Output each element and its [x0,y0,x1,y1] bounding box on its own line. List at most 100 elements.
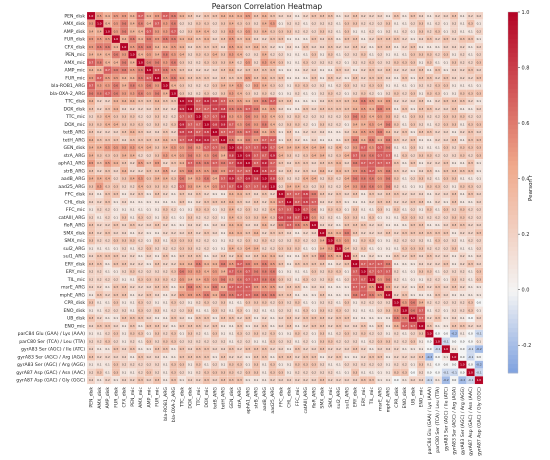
cell-annotation: 0.3 [378,208,383,212]
cell-annotation: 0.3 [427,37,432,41]
cell-annotation: 0.2 [130,254,135,258]
cell-annotation: 0.1 [204,363,209,367]
cell-annotation: 0.3 [427,208,432,212]
cell-annotation: 0.5 [353,146,358,150]
cell-annotation: 0.1 [427,99,432,103]
cell-annotation: 0.2 [188,223,193,227]
cell-annotation: 0.3 [312,262,317,266]
cell-annotation: 0.2 [444,293,449,297]
cell-annotation: 0.2 [295,22,300,26]
cell-annotation: 0.1 [435,223,440,227]
cell-annotation: 0.2 [345,14,350,18]
cell-annotation: 0.6 [254,270,259,274]
cell-annotation: 0.1 [105,363,110,367]
cell-annotation: 0.3 [122,293,127,297]
cell-annotation: 0.3 [262,192,267,196]
cell-annotation: 0.3 [246,22,251,26]
cell-annotation: 0.3 [452,99,457,103]
cell-annotation: 0.3 [122,161,127,165]
cell-annotation: 0.3 [320,332,325,336]
cell-annotation: 0.3 [287,99,292,103]
cell-annotation: 0.3 [155,262,160,266]
cell-annotation: 0.1 [386,316,391,320]
cell-annotation: 0.3 [254,215,259,219]
column-label: AMP_disk [105,387,111,409]
cell-annotation: 0.3 [336,308,341,312]
cell-annotation: 0.3 [477,153,482,157]
cell-annotation: 0.1 [213,316,218,320]
cell-annotation: 0.9 [196,138,201,142]
column-label: GEN_disk [229,387,235,409]
cell-annotation: 0.2 [105,355,110,359]
cell-annotation: 0.3 [163,277,168,281]
cell-annotation: 0.3 [394,169,399,173]
cell-annotation: 0.4 [204,184,209,188]
cell-annotation: 0.2 [287,378,292,382]
cell-annotation: 0.3 [320,14,325,18]
cell-annotation: 0.2 [369,37,374,41]
cell-annotation: 0.1 [163,316,168,320]
cell-annotation: 0.9 [180,107,185,111]
colorbar-segment [508,25,518,31]
cell-annotation: 0.1 [386,84,391,88]
cell-annotation: 0.3 [303,84,308,88]
cell-annotation: 0.1 [163,378,168,382]
cell-annotation: 0.2 [254,91,259,95]
cell-annotation: 0.3 [369,355,374,359]
cell-annotation: 0.1 [468,29,473,33]
colorbar-segment [508,309,518,315]
cell-annotation: 0.2 [328,215,333,219]
cell-annotation: 0.5 [262,115,267,119]
cell-annotation: 0.2 [237,68,242,72]
colorbar-segment [508,210,518,216]
cell-annotation: 0.1 [444,200,449,204]
cell-annotation: 0.4 [130,60,135,64]
cell-annotation: 0.6 [270,277,275,281]
cell-annotation: 0.2 [378,22,383,26]
cell-annotation: 0.4 [155,53,160,57]
cell-annotation: 0.2 [468,324,473,328]
cell-annotation: 0.4 [262,215,267,219]
cell-annotation: 0.3 [402,60,407,64]
heatmap-cells [86,11,484,385]
cell-annotation: 0.1 [122,339,127,343]
cell-annotation: 0.6 [411,301,416,305]
row-label: ERY_disk [65,261,85,267]
cell-annotation: 0.4 [196,277,201,281]
cell-annotation: 0.3 [254,254,259,258]
cell-annotation: 1.0 [105,29,110,33]
cell-annotation: 0.4 [180,285,185,289]
cell-annotation: 0.3 [295,363,300,367]
cell-annotation: 0.1 [477,99,482,103]
cell-annotation: 0.5 [229,99,234,103]
cell-annotation: 0.3 [419,270,424,274]
cell-annotation: 0.3 [394,91,399,95]
cell-annotation: 0.6 [262,122,267,126]
cell-annotation: 0.3 [336,324,341,328]
cell-annotation: 0.4 [171,153,176,157]
cell-annotation: 0.1 [295,270,300,274]
cell-annotation: 1.0 [328,239,333,243]
cell-annotation: 0.2 [361,76,366,80]
cell-annotation: 0.2 [147,115,152,119]
cell-annotation: 0.1 [460,177,465,181]
cell-annotation: 0.3 [188,308,193,312]
cell-annotation: 0.4 [320,146,325,150]
cell-annotation: 0.5 [270,262,275,266]
cell-annotation: 0.3 [114,332,119,336]
cell-annotation: 0.3 [262,91,267,95]
cell-annotation: 0.6 [204,293,209,297]
cell-annotation: 0.2 [328,169,333,173]
cell-annotation: 0.2 [419,254,424,258]
cell-annotation: 0.3 [402,370,407,374]
cell-annotation: 0.2 [444,301,449,305]
cell-annotation: 0.2 [213,231,218,235]
cell-annotation: 0.2 [378,347,383,351]
cell-annotation: 0.1 [386,208,391,212]
cell-annotation: 0.1 [130,200,135,204]
cell-annotation: 0.2 [411,153,416,157]
cell-annotation: 0.2 [303,339,308,343]
cell-annotation: 0.3 [279,29,284,33]
cell-annotation: 0.3 [345,99,350,103]
cell-annotation: 0.4 [97,68,102,72]
